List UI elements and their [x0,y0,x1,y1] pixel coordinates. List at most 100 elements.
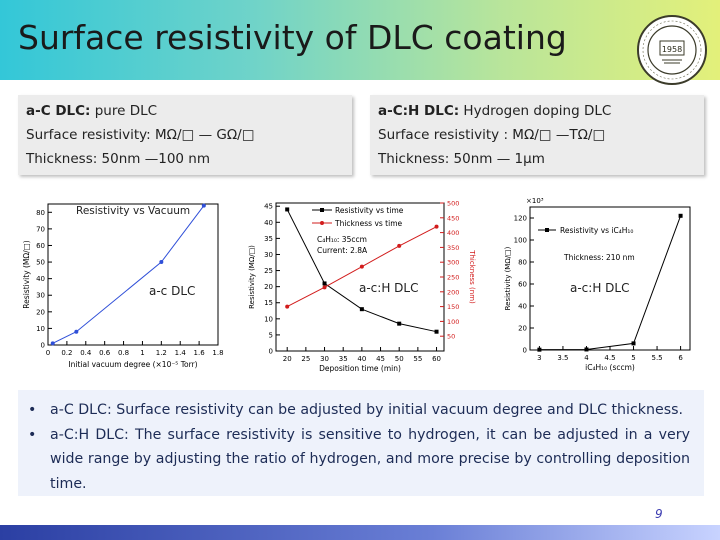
acdlc-label: a-C DLC: [26,103,91,119]
data-point [537,347,542,352]
plot-frame [47,203,219,346]
university-logo: 1958 [637,15,707,85]
x-axis-label: iC₄H₁₀ (sccm) [585,363,635,372]
x-tick-label: 0.8 [118,349,129,357]
data-point-thickness [397,243,402,248]
achdlc-desc: Hydrogen doping DLC [459,103,612,119]
y-axis-label: Resistivity (MΩ/□) [22,240,31,308]
x-tick-label: 0 [46,349,50,357]
y-tick-label: 20 [264,283,273,291]
y2-tick-label: 250 [447,274,459,282]
x-tick-label: 4.5 [604,354,615,362]
x-tick-label: 20 [283,355,292,363]
data-point [631,341,636,346]
bullet-marker: • [28,402,37,418]
x-tick-label: 60 [432,355,441,363]
achdlc-label: a-C:H DLC: [378,103,460,119]
achdlc-info-box: a-C:H DLC: Hydrogen doping DLC Surface r… [370,95,704,175]
legend-label-resistivity: Resistivity vs time [335,206,404,215]
y-axis-label: Resistivity (MΩ/□) [248,245,256,309]
x-tick-label: 0.6 [99,349,111,357]
legend-marker-thickness [320,221,324,225]
y-tick-label: 60 [518,281,527,289]
y-axis-label: Resistivity (MΩ/□) [504,246,512,310]
chart-title: Resistivity vs Vacuum [76,205,190,217]
x-tick-label: 1.8 [212,349,223,357]
x-tick-label: 30 [320,355,329,363]
y-tick-label: 45 [264,203,273,211]
x-tick-label: 1.2 [156,349,167,357]
x-tick-label: 55 [413,355,422,363]
series-line [539,215,682,351]
x-tick-label: 3 [537,354,541,362]
y-tick-label: 0 [523,347,527,355]
data-point [678,213,683,218]
y-tick-label: 0 [269,348,273,356]
x-tick-label: 4 [584,354,589,362]
series-line [52,205,205,344]
y-tick-label: 35 [264,235,273,243]
acdlc-resistivity: Surface resistivity: MΩ/□ — GΩ/□ [26,127,255,143]
logo-year: 1958 [662,45,682,54]
plot-frame [275,202,445,352]
x-axis-label: Initial vacuum degree (×10⁻⁵ Torr) [68,360,197,369]
data-point [50,341,55,346]
x-tick-label: 1 [140,349,144,357]
data-point-thickness [359,264,364,269]
x-tick-label: 0.4 [80,349,92,357]
legend-marker-resistivity [320,208,324,212]
y-tick-label: 40 [36,275,45,283]
x-tick-label: 40 [357,355,366,363]
chart-resistivity-thickness-vs-time: 20 25 30 35 40 45 50 55 60 0 5 10 15 20 25 30 35 40 45 50 10… [248,200,476,374]
y-tick-label: 50 [36,259,45,267]
bullet-acdlc-text: a-C DLC: Surface resistivity can be adju… [50,402,684,418]
data-point [159,260,164,265]
data-point-thickness [322,285,327,290]
data-point-thickness [285,304,290,309]
y-tick-label: 40 [264,219,273,227]
x-tick-label: 3.5 [557,354,568,362]
axis-multiplier: ×10³ [526,197,544,205]
x-tick-label: 1.4 [175,349,187,357]
acdlc-info-box: a-C DLC: pure DLC Surface resistivity: M… [18,95,352,175]
x-tick-label: 5 [631,354,635,362]
y-tick-label: 5 [269,331,273,339]
y-tick-label: 40 [518,303,527,311]
chart-annotation: a-c DLC [149,284,195,298]
y-tick-label: 100 [514,237,527,245]
y-tick-label: 60 [36,242,45,250]
y2-tick-label: 300 [447,259,459,267]
bullet-achdlc-text: a-C:H DLC: The surface resistivity is se… [50,426,690,492]
y2-axis-label: Thickness (nm) [468,249,476,304]
data-point [201,203,206,208]
chart-annotation: a-c:H DLC [570,281,629,295]
acdlc-desc: pure DLC [90,103,158,119]
bullet-marker: • [28,426,37,443]
y-tick-label: 10 [264,315,273,323]
data-point-resistivity [322,281,327,286]
condition-thickness: Thickness: 210 nm [563,253,635,262]
y-tick-label: 0 [41,342,45,350]
x-tick-label: 5.5 [651,354,662,362]
x-tick-label: 25 [301,355,310,363]
summary-box: • a-C DLC: Surface resistivity can be ad… [18,390,704,496]
achdlc-resistivity: Surface resistivity : MΩ/□ —TΩ/□ [378,127,606,143]
y2-tick-label: 500 [447,200,459,208]
title-bar [0,0,720,80]
data-point [584,347,589,352]
data-point-resistivity [285,207,290,212]
bullet-acdlc: • a-C DLC: Surface resistivity can be ad… [28,398,690,423]
y-tick-label: 15 [264,299,273,307]
slide-title: Surface resistivity of DLC coating [18,18,567,57]
condition-gas: C₄H₁₀: 35ccm [317,235,367,244]
bullet-achdlc: • a-C:H DLC: The surface resistivity is … [28,423,690,497]
data-point-thickness [434,224,439,229]
plot-frame [529,206,691,351]
y-tick-label: 30 [36,292,45,300]
y-tick-label: 20 [36,308,45,316]
y2-tick-label: 100 [447,318,459,326]
data-point-resistivity [397,321,402,326]
data-point-resistivity [359,307,364,312]
y-tick-label: 30 [264,251,273,259]
acdlc-thickness: Thickness: 50nm —100 nm [26,151,211,167]
